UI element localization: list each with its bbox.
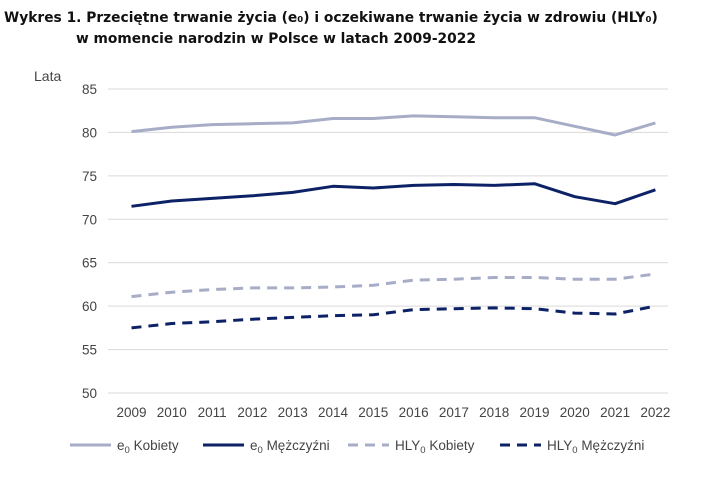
chart-title-line-1: Wykres 1. Przeciętne trwanie życia (e₀) … xyxy=(4,10,658,26)
y-axis-ticks: 50 55 60 65 70 75 80 85 xyxy=(82,82,97,401)
x-tick-label: 2017 xyxy=(439,405,469,420)
x-tick-label: 2012 xyxy=(237,405,267,420)
x-axis-ticks: 2009 2010 2011 2012 2013 2014 2015 2016 2017 2018… xyxy=(116,405,670,420)
x-tick-label: 2021 xyxy=(600,405,630,420)
chart-title-line-2: w momencie narodzin w Polsce w latach 20… xyxy=(76,31,476,47)
y-tick-label: 70 xyxy=(82,212,97,227)
legend-label: e0 Mężczyźni xyxy=(250,438,330,456)
y-tick-label: 60 xyxy=(82,299,97,314)
series-line-hly0_kobiety xyxy=(131,272,656,299)
legend-label: HLY0 Kobiety xyxy=(395,438,475,456)
legend-label: HLY0 Mężczyźni xyxy=(547,438,644,456)
y-tick-label: 50 xyxy=(82,386,97,401)
series-line-e0_mezczyzni xyxy=(131,182,656,208)
y-axis-label: Lata xyxy=(34,68,61,84)
x-tick-label: 2016 xyxy=(399,405,429,420)
legend-item-e0_kobiety: e0 Kobiety xyxy=(70,438,179,456)
x-tick-label: 2020 xyxy=(560,405,590,420)
x-tick-label: 2019 xyxy=(519,405,549,420)
legend-label: e0 Kobiety xyxy=(117,438,179,456)
legend: e0 Kobiety e0 Mężczyźni HLY0 Kobiety HLY0 M… xyxy=(70,438,644,456)
x-tick-label: 2018 xyxy=(479,405,509,420)
gridlines xyxy=(108,88,668,394)
x-tick-label: 2015 xyxy=(358,405,388,420)
x-tick-label: 2014 xyxy=(318,405,349,420)
y-tick-label: 80 xyxy=(82,125,97,140)
x-tick-label: 2022 xyxy=(640,405,670,420)
series-lines xyxy=(131,114,656,330)
legend-item-hly0_kobiety: HLY0 Kobiety xyxy=(348,438,475,456)
y-tick-label: 65 xyxy=(82,256,97,271)
y-tick-label: 55 xyxy=(82,343,97,358)
x-tick-label: 2013 xyxy=(278,405,308,420)
y-tick-label: 85 xyxy=(82,82,97,97)
x-tick-label: 2010 xyxy=(157,405,187,420)
legend-item-e0_mezczyzni: e0 Mężczyźni xyxy=(203,438,330,456)
legend-item-hly0_mezczyzni: HLY0 Mężczyźni xyxy=(500,438,644,456)
x-tick-label: 2011 xyxy=(198,405,227,420)
series-line-e0_kobiety xyxy=(131,114,656,137)
x-tick-label: 2009 xyxy=(116,405,146,420)
y-tick-label: 75 xyxy=(82,169,97,184)
series-line-hly0_mezczyzni xyxy=(131,304,656,330)
